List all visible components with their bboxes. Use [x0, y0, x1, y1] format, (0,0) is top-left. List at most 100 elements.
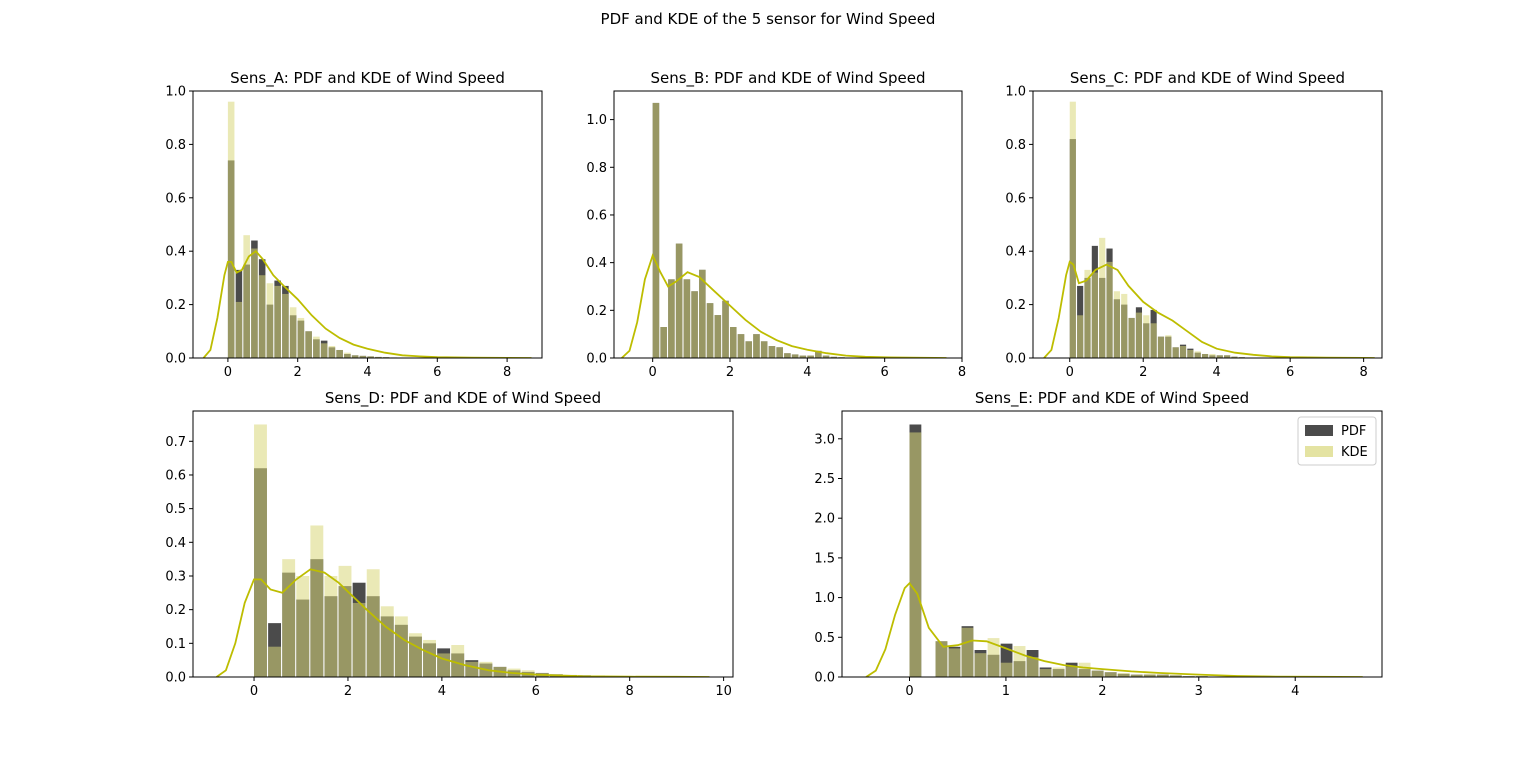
- y-tick-label: 0.4: [1005, 245, 1026, 260]
- kde-bar: [1179, 345, 1187, 358]
- kde-bar: [722, 300, 729, 358]
- subplot-title: Sens_A: PDF and KDE of Wind Speed: [230, 69, 505, 88]
- kde-bar: [987, 638, 1000, 677]
- kde-bar: [706, 303, 714, 358]
- kde-curve: [865, 581, 1363, 677]
- x-tick-label: 2: [344, 684, 352, 699]
- y-tick-label: 0.4: [165, 536, 186, 551]
- y-tick-label: 0.0: [586, 352, 607, 367]
- y-tick-label: 1.0: [586, 113, 607, 128]
- plot-area: [1043, 101, 1375, 358]
- x-tick-label: 8: [1359, 365, 1367, 380]
- subplot-5: Sens_E: PDF and KDE of Wind Speed 0 1 2 3 4 0.…: [814, 389, 1383, 699]
- kde-bar: [807, 355, 814, 358]
- kde-bar: [1078, 662, 1091, 677]
- legend-swatch-kde: [1305, 446, 1333, 457]
- x-tick-label: 2: [1139, 365, 1147, 380]
- x-tick-label: 0: [250, 684, 258, 699]
- y-tick-label: 0.6: [165, 191, 186, 206]
- kde-bar: [961, 627, 974, 677]
- kde-bar: [243, 235, 250, 358]
- y-tick-label: 0.8: [165, 138, 186, 153]
- kde-bar: [1194, 351, 1201, 358]
- kde-curve: [202, 249, 532, 358]
- subplot-title: Sens_B: PDF and KDE of Wind Speed: [650, 69, 925, 88]
- kde-bar: [465, 661, 479, 677]
- x-tick-label: 8: [626, 684, 634, 699]
- kde-bar: [282, 293, 289, 358]
- kde-bar: [351, 355, 359, 358]
- kde-bar: [289, 307, 297, 358]
- y-tick-label: 0.3: [165, 569, 186, 584]
- kde-bar: [1157, 336, 1165, 358]
- kde-bar: [1013, 646, 1026, 677]
- kde-bar: [1130, 674, 1143, 677]
- figure-suptitle: PDF and KDE of the 5 sensor for Wind Spe…: [600, 10, 936, 28]
- kde-bar: [737, 334, 745, 358]
- subplot-title: Sens_C: PDF and KDE of Wind Speed: [1070, 69, 1345, 88]
- y-tick-label: 0.6: [586, 208, 607, 223]
- kde-bar: [1150, 323, 1157, 358]
- kde-bar: [1209, 353, 1216, 358]
- y-tick-label: 0.2: [1005, 298, 1026, 313]
- kde-bar: [776, 347, 783, 358]
- kde-bar: [227, 101, 235, 358]
- kde-bar: [768, 346, 776, 358]
- kde-bar: [338, 565, 352, 677]
- kde-bar: [830, 356, 838, 358]
- kde-bar: [268, 646, 282, 677]
- plot-area: [865, 424, 1363, 677]
- kde-bar: [313, 336, 320, 358]
- x-tick-label: 2: [1098, 684, 1106, 699]
- y-tick-label: 0.8: [1005, 138, 1026, 153]
- y-tick-label: 0.0: [1005, 352, 1026, 367]
- pdf-bar: [1000, 643, 1013, 677]
- kde-bar: [1143, 315, 1150, 358]
- kde-bar: [274, 285, 281, 358]
- kde-bar: [310, 525, 324, 677]
- subplot-2: Sens_B: PDF and KDE of Wind Speed 0 2 4 6 8 0.…: [586, 69, 966, 380]
- kde-bar: [235, 301, 243, 358]
- kde-bar: [451, 645, 465, 677]
- kde-bar: [683, 279, 691, 358]
- kde-bar: [1216, 355, 1223, 358]
- kde-bar: [1084, 269, 1091, 358]
- y-tick-label: 0.6: [165, 468, 186, 483]
- kde-bar: [258, 275, 266, 358]
- y-tick-label: 0.6: [1005, 191, 1026, 206]
- kde-bar: [1104, 672, 1117, 677]
- x-tick-label: 6: [532, 684, 540, 699]
- y-tick-label: 3.0: [814, 432, 835, 447]
- y-tick-label: 0.4: [586, 256, 607, 271]
- kde-bar: [266, 283, 274, 358]
- kde-bar: [784, 353, 791, 358]
- kde-bar: [1106, 261, 1113, 358]
- legend-label-kde: KDE: [1341, 445, 1368, 460]
- x-tick-label: 4: [1213, 365, 1221, 380]
- kde-bar: [1187, 349, 1194, 358]
- kde-bar: [409, 633, 422, 677]
- y-tick-label: 1.5: [814, 551, 835, 566]
- x-tick-label: 8: [503, 365, 511, 380]
- kde-bar: [668, 279, 675, 358]
- y-tick-label: 0.7: [165, 435, 186, 450]
- kde-bar: [1065, 666, 1078, 677]
- kde-bar: [305, 331, 312, 358]
- x-tick-label: 0: [1066, 365, 1074, 380]
- x-tick-label: 0: [224, 365, 232, 380]
- y-tick-label: 1.0: [814, 591, 835, 606]
- kde-bar: [380, 606, 394, 677]
- kde-bar: [344, 352, 351, 358]
- kde-bar: [652, 102, 660, 358]
- kde-bar: [791, 354, 799, 358]
- kde-bar: [675, 243, 683, 358]
- y-tick-label: 0.2: [165, 603, 186, 618]
- kde-bar: [691, 291, 698, 358]
- axes-frame: [841, 410, 1383, 678]
- y-tick-label: 0.0: [814, 671, 835, 686]
- kde-bar: [282, 559, 296, 677]
- kde-bar: [1039, 669, 1052, 677]
- x-tick-label: 6: [881, 365, 889, 380]
- kde-bar: [1224, 355, 1231, 358]
- kde-bar: [296, 575, 310, 677]
